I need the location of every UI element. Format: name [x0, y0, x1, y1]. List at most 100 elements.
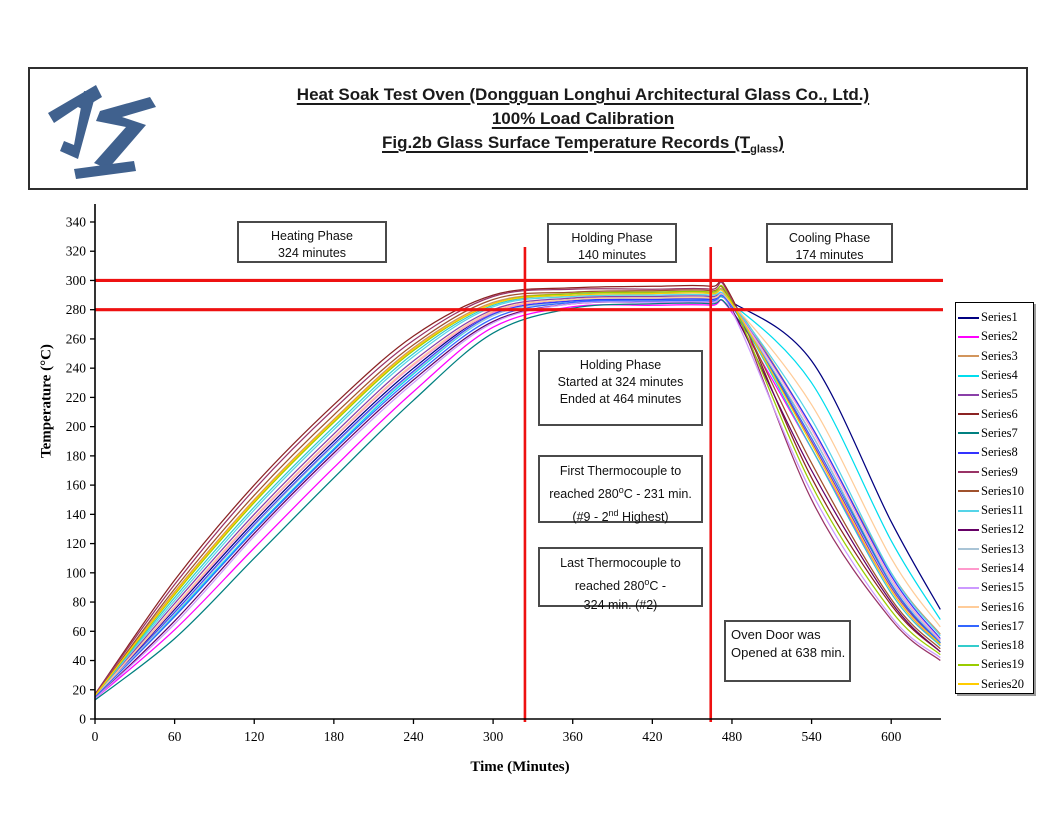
jas-logo-svg: [48, 85, 156, 179]
oven-door-box: Oven Door was Opened at 638 min.: [724, 620, 851, 682]
legend-item-series12: Series12: [956, 520, 1033, 539]
legend-swatch-icon: [958, 316, 979, 319]
y-tick-label: 320: [66, 244, 87, 259]
legend-label: Series4: [981, 368, 1018, 383]
holding-detail-line2: Started at 324 minutes: [557, 375, 684, 389]
legend-label: Series11: [981, 503, 1024, 518]
chart-legend: Series1 Series2 Series3 Series4 Series5 Serie…: [955, 302, 1034, 694]
holding-detail-box: Holding Phase Started at 324 minutes End…: [538, 350, 703, 426]
legend-item-series2: Series2: [956, 327, 1033, 346]
legend-label: Series2: [981, 329, 1018, 344]
x-tick-label: 240: [403, 729, 424, 744]
y-tick-label: 100: [66, 565, 87, 580]
y-tick-label: 200: [66, 419, 87, 434]
legend-item-series11: Series11: [956, 501, 1033, 520]
first-tc-line2: reached 280oC - 231 min.: [549, 485, 692, 502]
legend-item-series1: Series1: [956, 308, 1033, 327]
y-tick-label: 260: [66, 331, 87, 346]
cooling-phase-box: Cooling Phase 174 minutes: [766, 223, 893, 263]
legend-item-series6: Series6: [956, 404, 1033, 423]
x-tick-label: 180: [324, 729, 345, 744]
y-tick-label: 80: [73, 595, 87, 610]
y-tick-label: 240: [66, 361, 87, 376]
first-tc-line1: First Thermocouple to: [559, 464, 682, 478]
x-tick-label: 360: [563, 729, 584, 744]
legend-label: Series6: [981, 406, 1018, 421]
heating-phase-box: Heating Phase 324 minutes: [237, 221, 387, 263]
cooling-phase-line1: Cooling Phase: [788, 231, 871, 245]
legend-label: Series18: [981, 638, 1025, 653]
legend-label: Series1: [981, 310, 1018, 325]
legend-label: Series9: [981, 464, 1018, 479]
title-line-2: 100% Load Calibration: [491, 109, 675, 128]
legend-swatch-icon: [958, 644, 979, 647]
heating-phase-line1: Heating Phase: [270, 229, 353, 243]
legend-label: Series10: [981, 483, 1025, 498]
legend-item-series17: Series17: [956, 617, 1033, 636]
legend-item-series20: Series20: [956, 675, 1033, 694]
series-line-Series5: [94, 291, 941, 698]
series-line-Series17: [94, 294, 941, 698]
legend-item-series14: Series14: [956, 559, 1033, 578]
oven-door-line1: Oven Door was: [731, 627, 821, 642]
y-tick-label: 280: [66, 302, 87, 317]
series-line-Series6: [94, 280, 941, 695]
x-tick-label: 540: [801, 729, 822, 744]
y-tick-label: 180: [66, 448, 87, 463]
x-axis-title: Time (Minutes): [470, 759, 570, 775]
series-line-Series15: [94, 294, 941, 699]
x-tick-label: 0: [92, 729, 99, 744]
legend-swatch-icon: [958, 567, 979, 570]
legend-swatch-icon: [958, 606, 979, 609]
x-tick-label: 420: [642, 729, 663, 744]
y-tick-label: 120: [66, 536, 87, 551]
legend-label: Series17: [981, 618, 1025, 633]
last-thermocouple-box: Last Thermocouple to reached 280oC - 324…: [538, 547, 703, 612]
y-tick-label: 340: [66, 214, 87, 229]
legend-item-series9: Series9: [956, 462, 1033, 481]
legend-swatch-icon: [958, 586, 979, 589]
report-title: Heat Soak Test Oven (Dongguan Longhui Ar…: [150, 83, 1016, 161]
x-tick-label: 600: [881, 729, 902, 744]
legend-item-series18: Series18: [956, 636, 1033, 655]
legend-swatch-icon: [958, 355, 979, 358]
holding-detail-line1: Holding Phase: [579, 358, 662, 372]
series-line-Series8: [94, 293, 941, 698]
series-line-Series19: [94, 284, 941, 696]
legend-label: Series16: [981, 599, 1025, 614]
jas-logo-icon: [38, 73, 178, 187]
series-line-Series11: [94, 291, 941, 697]
legend-swatch-icon: [958, 335, 979, 338]
y-tick-label: 0: [79, 712, 86, 727]
x-tick-label: 120: [244, 729, 265, 744]
legend-swatch-icon: [958, 548, 979, 551]
last-tc-line3: 324 min. (#2): [583, 598, 658, 613]
legend-label: Series14: [981, 561, 1025, 575]
series-line-Series10: [94, 285, 941, 696]
y-tick-label: 60: [73, 624, 87, 639]
legend-swatch-icon: [958, 471, 979, 474]
legend-label: Series20: [981, 676, 1025, 691]
holding-phase-box: Holding Phase 140 minutes: [547, 223, 677, 263]
y-tick-label: 40: [73, 653, 87, 668]
holding-phase-line1: Holding Phase: [571, 231, 653, 245]
legend-swatch-icon: [958, 393, 979, 396]
legend-swatch-icon: [958, 528, 979, 531]
title-subscript: glass: [750, 143, 779, 156]
legend-label: Series12: [981, 522, 1025, 537]
heating-phase-line2: 324 minutes: [277, 246, 347, 260]
series-line-Series16: [94, 293, 941, 698]
x-tick-label: 480: [722, 729, 743, 744]
legend-swatch-icon: [958, 413, 979, 416]
legend-label: Series15: [981, 580, 1025, 595]
holding-detail-line3: Ended at 464 minutes: [559, 392, 682, 406]
last-tc-line2: reached 280oC -: [574, 577, 667, 594]
legend-label: Series13: [981, 541, 1025, 556]
legend-label: Series7: [981, 425, 1018, 440]
y-tick-label: 20: [73, 682, 87, 697]
x-tick-label: 300: [483, 729, 504, 744]
legend-swatch-icon: [958, 625, 979, 628]
legend-swatch-icon: [958, 374, 979, 377]
